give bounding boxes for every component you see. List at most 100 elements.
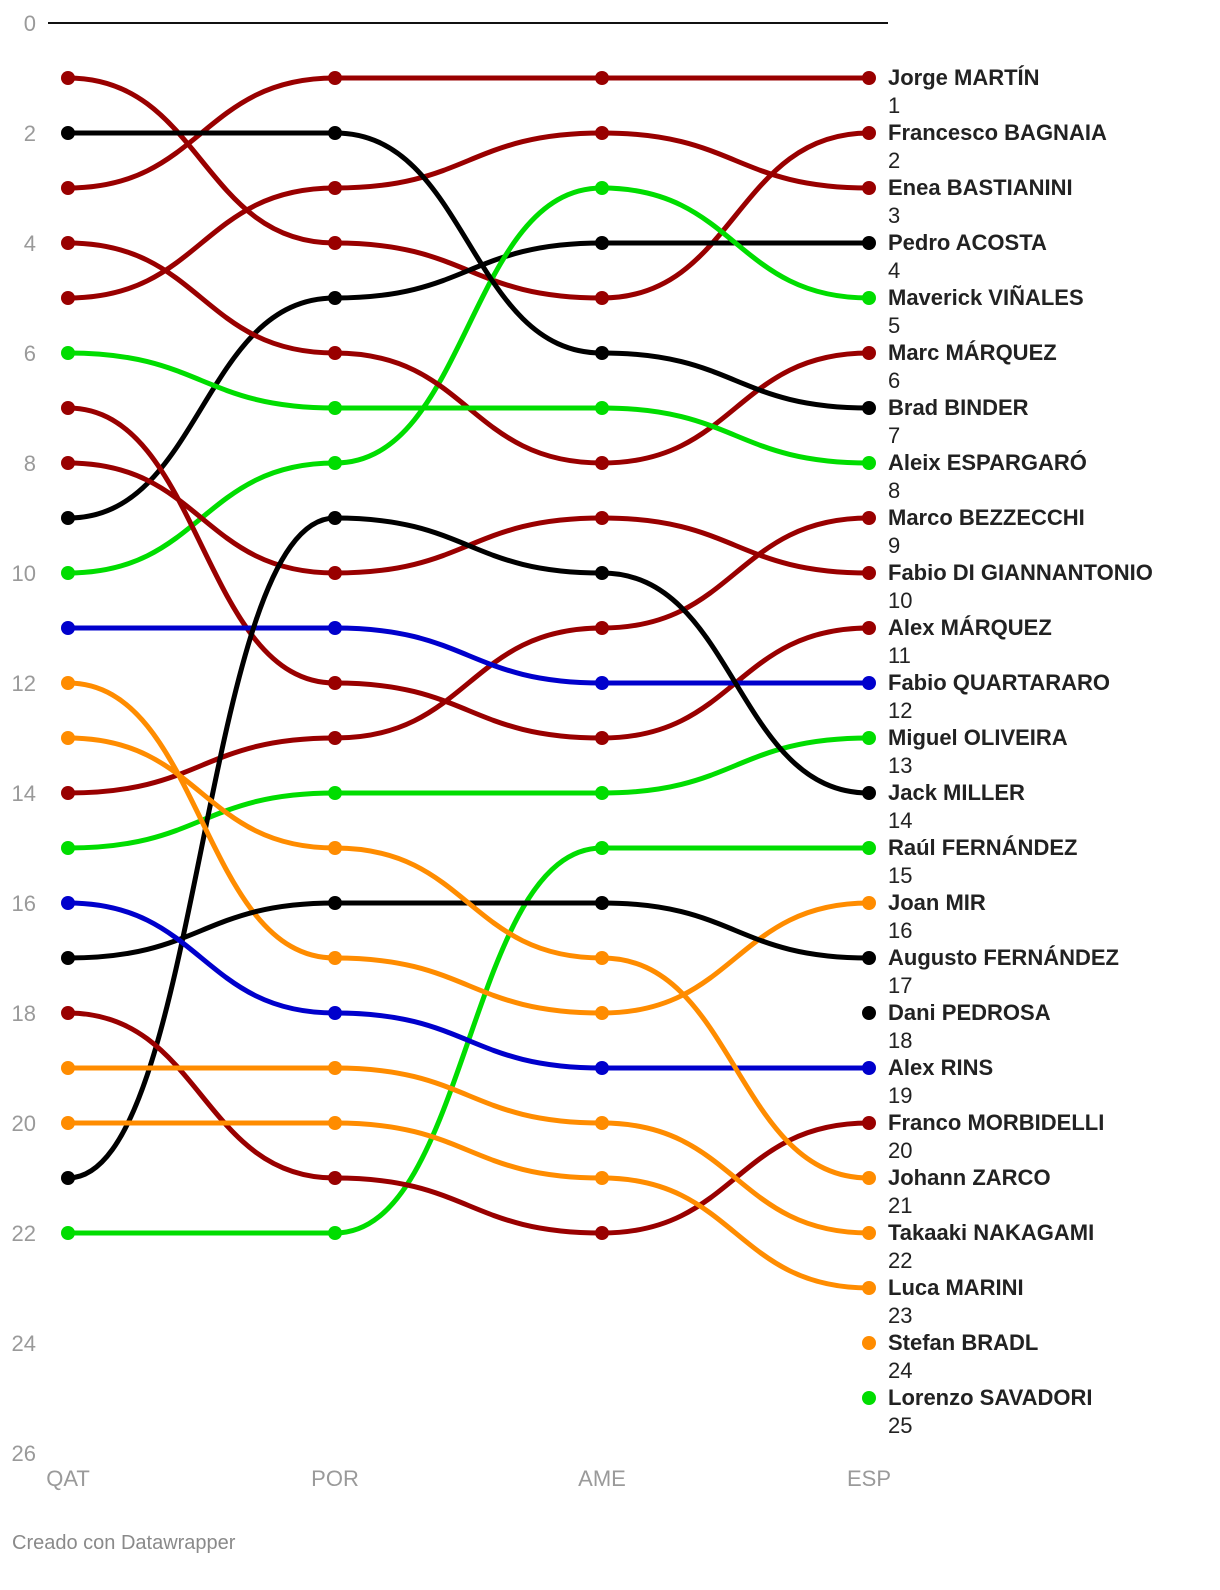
series-label-name: Jack MILLER: [888, 780, 1025, 805]
series-line: [65, 75, 872, 191]
series-line: [65, 515, 872, 1181]
series-label-rank: 8: [888, 478, 900, 503]
series-label-name: Miguel OLIVEIRA: [888, 725, 1068, 750]
y-tick-label: 22: [12, 1221, 36, 1246]
series-label-name: Pedro ACOSTA: [888, 230, 1047, 255]
series-point: [862, 1006, 876, 1020]
x-tick-label: AME: [578, 1466, 626, 1491]
series-point: [595, 71, 609, 85]
series-label-rank: 9: [888, 533, 900, 558]
x-tick-label: ESP: [847, 1466, 891, 1491]
series-point: [862, 896, 876, 910]
series-line: [65, 900, 872, 1071]
series-point: [862, 786, 876, 800]
series-point: [595, 731, 609, 745]
series-point: [595, 566, 609, 580]
series-point: [862, 236, 876, 250]
y-tick-label: 18: [12, 1001, 36, 1026]
series-label-rank: 12: [888, 698, 912, 723]
series-point: [595, 236, 609, 250]
series-point: [61, 786, 75, 800]
series-point: [862, 401, 876, 415]
series-label-rank: 16: [888, 918, 912, 943]
series-label-name: Enea BASTIANINI: [888, 175, 1073, 200]
series-label-name: Augusto FERNÁNDEZ: [888, 945, 1119, 970]
series-point: [595, 896, 609, 910]
series-point: [595, 621, 609, 635]
series-point: [595, 786, 609, 800]
y-tick-label: 20: [12, 1111, 36, 1136]
series-point: [862, 1281, 876, 1295]
series-point: [328, 731, 342, 745]
series-label-rank: 10: [888, 588, 912, 613]
series-point: [61, 291, 75, 305]
series-point: [862, 1391, 876, 1405]
series-line: [65, 735, 872, 1181]
series-point: [328, 236, 342, 250]
series-label-name: Raúl FERNÁNDEZ: [888, 835, 1077, 860]
series-point: [328, 676, 342, 690]
series-line: [65, 460, 872, 576]
series-line: [65, 185, 872, 576]
series-point: [328, 291, 342, 305]
series-point: [61, 346, 75, 360]
series-point: [328, 401, 342, 415]
y-tick-label: 2: [24, 121, 36, 146]
series-point: [862, 456, 876, 470]
series-point: [595, 291, 609, 305]
series-label-name: Francesco BAGNAIA: [888, 120, 1107, 145]
series-point: [595, 841, 609, 855]
series-point: [595, 1006, 609, 1020]
series-point: [862, 731, 876, 745]
series-line: [65, 240, 872, 521]
series-label-rank: 23: [888, 1303, 912, 1328]
series-point: [328, 786, 342, 800]
series-point: [595, 676, 609, 690]
series-point: [862, 566, 876, 580]
series-label-name: Franco MORBIDELLI: [888, 1110, 1104, 1135]
series-point: [61, 1116, 75, 1130]
series-label-name: Dani PEDROSA: [888, 1000, 1051, 1025]
series-point: [61, 566, 75, 580]
series-point: [595, 511, 609, 525]
series-point: [862, 951, 876, 965]
y-tick-label: 8: [24, 451, 36, 476]
series-point: [595, 346, 609, 360]
series-label-name: Alex RINS: [888, 1055, 993, 1080]
series-label-name: Brad BINDER: [888, 395, 1029, 420]
series-point: [61, 951, 75, 965]
footer-credit: Creado con Datawrapper: [12, 1532, 236, 1554]
series-point: [61, 731, 75, 745]
series-point: [595, 1226, 609, 1240]
series-point: [61, 841, 75, 855]
series-point: [61, 181, 75, 195]
series-line: [65, 1065, 872, 1236]
y-tick-label: 26: [12, 1441, 36, 1466]
series-line: [65, 1120, 872, 1291]
series-label-name: Johann ZARCO: [888, 1165, 1051, 1190]
series-point: [328, 456, 342, 470]
series-point: [862, 1171, 876, 1185]
y-tick-label: 16: [12, 891, 36, 916]
series-point: [328, 1061, 342, 1075]
series-label-rank: 17: [888, 973, 912, 998]
series-point: [61, 71, 75, 85]
series-line: [65, 350, 872, 466]
series-point: [328, 896, 342, 910]
series-point: [61, 896, 75, 910]
series-point: [328, 346, 342, 360]
series-point: [862, 291, 876, 305]
series-point: [862, 71, 876, 85]
series-label-rank: 24: [888, 1358, 912, 1383]
series-point: [61, 236, 75, 250]
series-point: [862, 1336, 876, 1350]
y-tick-label: 4: [24, 231, 36, 256]
series-point: [328, 181, 342, 195]
series-label-rank: 11: [888, 643, 911, 668]
series-point: [328, 126, 342, 140]
series-lines: [65, 75, 872, 1291]
series-label-rank: 3: [888, 203, 900, 228]
series-label-rank: 19: [888, 1083, 912, 1108]
